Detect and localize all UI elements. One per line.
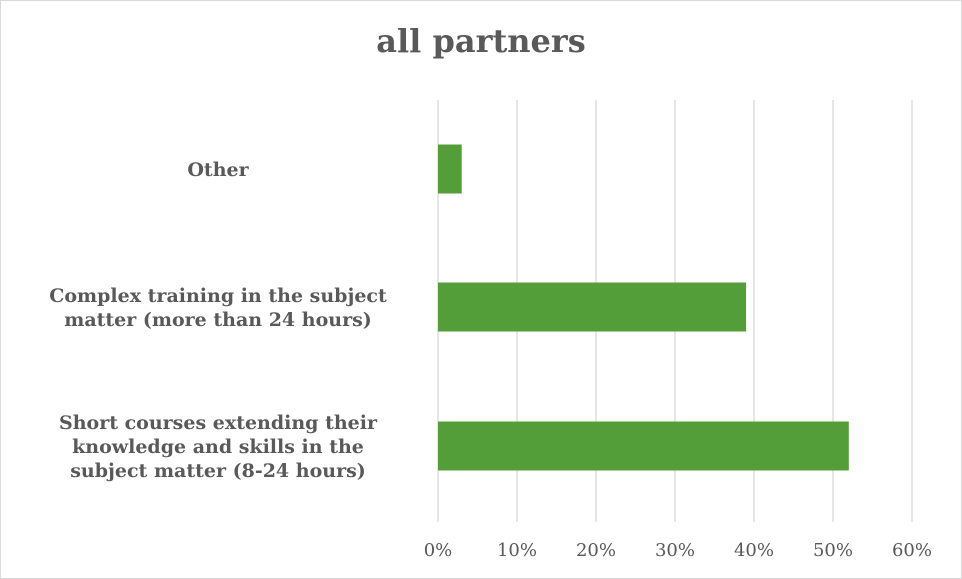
category-label: Other <box>187 159 249 181</box>
category-label: Complex training in the subject matter (m… <box>49 285 387 331</box>
x-tick-labels: 0% 10% 20% 30% 40% 50% 60% <box>424 540 932 561</box>
chart-title: all partners <box>376 22 586 60</box>
x-tick-label: 60% <box>892 540 932 561</box>
bar <box>438 144 462 194</box>
category-label: Short courses extending their knowledge a… <box>59 412 378 482</box>
x-tick-label: 50% <box>813 540 853 561</box>
x-tick-label: 40% <box>734 540 774 561</box>
x-tick-label: 0% <box>424 540 453 561</box>
x-tick-label: 10% <box>497 540 537 561</box>
category-labels: Other Complex training in the subject matt… <box>49 159 387 482</box>
bar <box>438 421 849 471</box>
bar <box>438 282 747 332</box>
x-tick-label: 30% <box>655 540 695 561</box>
x-tick-label: 20% <box>576 540 616 561</box>
bars <box>438 144 849 471</box>
